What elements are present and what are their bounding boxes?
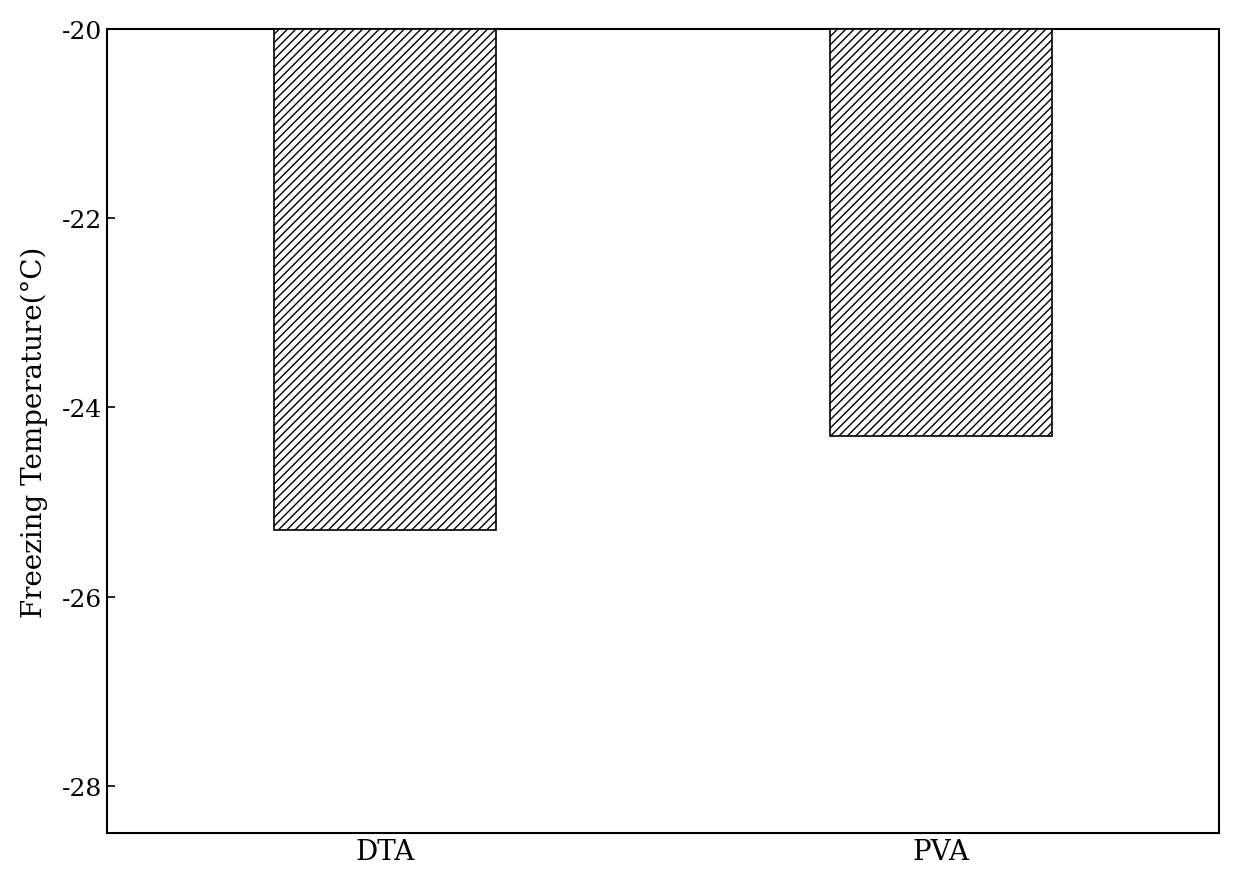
Bar bbox=[274, 30, 496, 531]
Bar bbox=[830, 30, 1053, 436]
Y-axis label: Freezing Temperature(°C): Freezing Temperature(°C) bbox=[21, 246, 48, 617]
